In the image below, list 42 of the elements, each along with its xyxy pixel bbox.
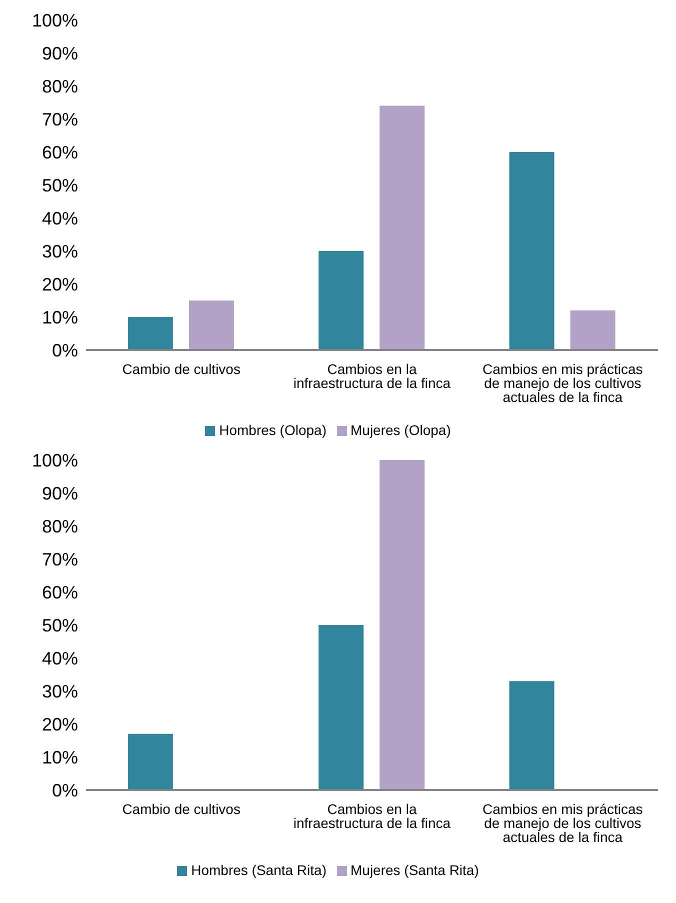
bar [318, 625, 364, 790]
bar [509, 152, 554, 350]
y-tick-label: 10% [42, 307, 78, 328]
bar [570, 310, 616, 350]
bar [318, 251, 364, 350]
y-tick-label: 100% [32, 450, 78, 470]
y-tick-label: 60% [42, 582, 78, 602]
y-tick-label: 50% [42, 175, 78, 196]
y-tick-label: 90% [42, 483, 78, 504]
y-tick-label: 0% [52, 780, 78, 800]
y-tick-label: 70% [42, 549, 78, 570]
y-tick-label: 50% [42, 615, 78, 636]
legend-label: Mujeres (Olopa) [350, 422, 451, 438]
y-tick-label: 20% [42, 714, 78, 734]
x-tick-label: Cambios en la infraestructura de la finca [293, 360, 451, 391]
bar [188, 300, 234, 350]
y-tick-label: 60% [42, 142, 78, 162]
legend-label: Mujeres (Santa Rita) [350, 862, 479, 878]
y-tick-label: 70% [42, 109, 78, 130]
y-tick-label: 80% [42, 76, 78, 96]
y-tick-label: 30% [42, 681, 78, 702]
x-tick-label: Cambio de cultivos [122, 360, 240, 377]
y-tick-label: 0% [52, 340, 78, 360]
bar [380, 460, 425, 790]
x-tick-label: Cambios en mis prácticas de manejo de los cultivos actuales de la finca [482, 360, 643, 405]
legend-label: Hombres (Santa Rita) [191, 862, 326, 878]
bar [128, 317, 173, 350]
y-tick-label: 80% [42, 516, 78, 536]
x-tick-label: Cambios en la infraestructura de la finca [293, 800, 451, 831]
x-tick-label: Cambio de cultivos [122, 800, 240, 817]
x-tick-label: Cambios en mis prácticas de manejo de los cultivos actuales de la finca [482, 800, 643, 845]
y-tick-label: 10% [42, 747, 78, 768]
y-tick-label: 40% [42, 208, 78, 228]
bar [128, 734, 173, 790]
y-tick-label: 30% [42, 241, 78, 262]
y-tick-label: 20% [42, 274, 78, 294]
legend-label: Hombres (Olopa) [219, 422, 326, 438]
bar [380, 106, 425, 350]
y-tick-label: 100% [32, 10, 78, 30]
y-tick-label: 40% [42, 648, 78, 668]
y-tick-label: 90% [42, 43, 78, 64]
bar [509, 681, 554, 790]
